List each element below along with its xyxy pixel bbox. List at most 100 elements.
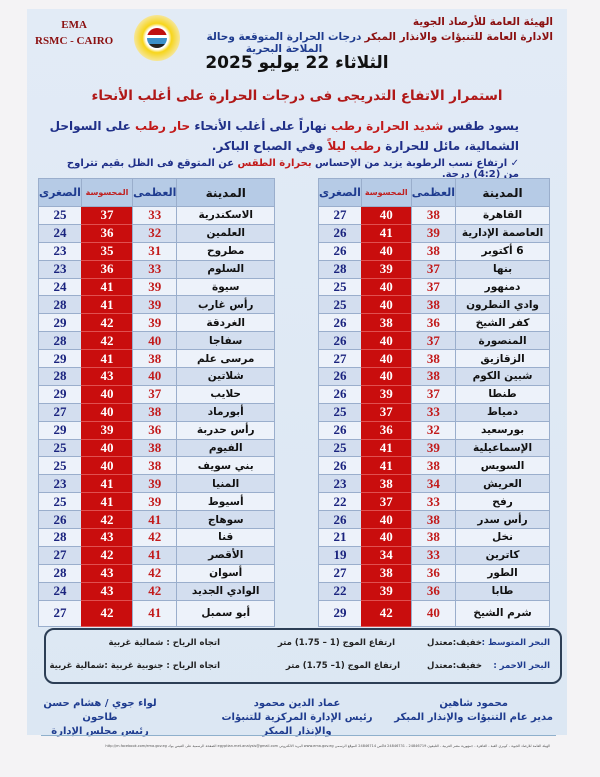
- max-temp: 38: [410, 206, 457, 225]
- city-name: العريش: [455, 474, 550, 494]
- city-name: السويس: [455, 456, 550, 476]
- min-temp: 27: [318, 563, 362, 583]
- city-name: كفر الشيخ: [455, 313, 550, 333]
- table-row: سوهاج 41 42 26: [38, 510, 275, 530]
- signature-2: عماد الدين محمود رئيس الإدارة المركزية لل…: [221, 698, 373, 737]
- table-row: حلايب 37 40 29: [38, 384, 275, 404]
- table-row: العاصمة الإدارية 39 41 26: [318, 223, 550, 243]
- table-row: المنصورة 37 40 26: [318, 331, 550, 351]
- city-name: أبورماد: [176, 402, 275, 422]
- city-name: أسيوط: [176, 492, 275, 512]
- humidity-note: ✓ ارتفاع نسب الرطوبة يزيد من الإحساس بحر…: [66, 158, 519, 180]
- max-temp: 37: [410, 384, 457, 404]
- table-row: بنها 37 39 28: [318, 259, 550, 279]
- date-title: الثلاثاء 22 يوليو 2025: [205, 53, 389, 73]
- max-temp: 38: [410, 349, 457, 369]
- feels-like-temp: 43: [80, 367, 134, 386]
- city-name: أسوان: [176, 563, 275, 583]
- min-temp: 25: [38, 438, 82, 458]
- max-temp: 31: [132, 241, 178, 261]
- max-temp: 39: [132, 474, 178, 494]
- table-row: كفر الشيخ 36 38 26: [318, 313, 550, 333]
- city-name: رفح: [455, 492, 550, 512]
- subtitle: درجات الحرارة المتوقعة وحالة الملاحة الب…: [206, 31, 362, 55]
- feels-like-temp: 41: [80, 277, 134, 297]
- table-header: المدينة العظمى المحسوسة الصغرى: [318, 178, 550, 207]
- min-temp: 29: [38, 313, 82, 333]
- city-name: نخل: [455, 528, 550, 547]
- table-row: نخل 38 40 21: [318, 528, 550, 547]
- feels-like-temp: 41: [360, 438, 412, 458]
- max-temp: 39: [132, 313, 178, 333]
- min-temp: 26: [318, 223, 362, 243]
- max-temp: 37: [410, 259, 457, 279]
- feels-like-temp: 37: [80, 206, 134, 225]
- table-row: سيوة 39 41 24: [38, 277, 275, 297]
- min-temp: 27: [38, 599, 82, 627]
- min-temp: 23: [318, 474, 362, 494]
- col-feels: المحسوسة: [80, 178, 134, 207]
- feels-like-temp: 38: [360, 474, 412, 494]
- max-temp: 41: [132, 510, 178, 530]
- col-max: العظمى: [410, 178, 457, 207]
- table-row: 6 أكتوبر 38 40 26: [318, 241, 550, 261]
- min-temp: 28: [318, 259, 362, 279]
- min-temp: 25: [318, 438, 362, 458]
- ema-label: EMA RSMC - CAIRO: [35, 17, 113, 49]
- max-temp: 39: [410, 223, 457, 243]
- feels-like-temp: 42: [80, 545, 134, 565]
- max-temp: 33: [132, 259, 178, 279]
- max-temp: 41: [132, 545, 178, 565]
- min-temp: 28: [38, 563, 82, 583]
- ema: EMA: [61, 19, 87, 31]
- org-name: الهيئة العامة للأرصاد الجوية: [412, 16, 553, 28]
- feels-like-temp: 40: [80, 402, 134, 422]
- min-temp: 25: [38, 206, 82, 225]
- signature-1: محمود شاهين مدير عام التنبؤات والإنذار ال…: [394, 698, 553, 723]
- table-row: أبو سمبل 41 42 27: [38, 599, 275, 627]
- feels-like-temp: 40: [80, 384, 134, 404]
- feels-like-temp: 40: [360, 510, 412, 530]
- city-name: قنا: [176, 528, 275, 547]
- table-row: قنا 42 43 28: [38, 528, 275, 547]
- organization: الهيئة العامة للأرصاد الجوية الادارة العا…: [365, 15, 553, 45]
- max-temp: 39: [410, 438, 457, 458]
- feels-like-temp: 41: [80, 295, 134, 315]
- min-temp: 29: [318, 599, 362, 627]
- col-max: العظمى: [132, 178, 178, 207]
- min-temp: 22: [318, 492, 362, 512]
- feels-like-temp: 37: [360, 492, 412, 512]
- min-temp: 23: [38, 474, 82, 494]
- city-name: رأس سدر: [455, 510, 550, 530]
- footer-contact: الهيئة العامة للارصاد الجوية - كوبري الق…: [105, 744, 550, 748]
- city-name: حلايب: [176, 384, 275, 404]
- city-name: كاترين: [455, 545, 550, 565]
- min-temp: 28: [38, 528, 82, 547]
- table-row: الزقازيق 38 40 27: [318, 349, 550, 369]
- feels-like-temp: 38: [360, 563, 412, 583]
- table-row: المنيا 39 41 23: [38, 474, 275, 494]
- table-row: العلمين 32 36 24: [38, 223, 275, 243]
- feels-like-temp: 38: [360, 313, 412, 333]
- feels-like-temp: 43: [80, 581, 134, 601]
- table-row: بورسعيد 32 36 26: [318, 420, 550, 440]
- table-row: أسيوط 39 41 25: [38, 492, 275, 512]
- feels-like-temp: 39: [80, 420, 134, 440]
- min-temp: 26: [318, 384, 362, 404]
- city-name: بنها: [455, 259, 550, 279]
- max-temp: 40: [132, 367, 178, 386]
- table-row: طنطا 37 39 26: [318, 384, 550, 404]
- city-name: دمياط: [455, 402, 550, 422]
- max-temp: 41: [132, 599, 178, 627]
- feels-like-temp: 39: [360, 259, 412, 279]
- feels-like-temp: 40: [360, 277, 412, 297]
- city-name: دمنهور: [455, 277, 550, 297]
- city-name: شرم الشيخ: [455, 599, 550, 627]
- table-row: رأس حدربة 36 39 29: [38, 420, 275, 440]
- feels-like-temp: 36: [360, 420, 412, 440]
- feels-like-temp: 37: [360, 402, 412, 422]
- feels-like-temp: 40: [360, 528, 412, 547]
- max-temp: 38: [410, 528, 457, 547]
- feels-like-temp: 42: [360, 599, 412, 627]
- min-temp: 29: [38, 349, 82, 369]
